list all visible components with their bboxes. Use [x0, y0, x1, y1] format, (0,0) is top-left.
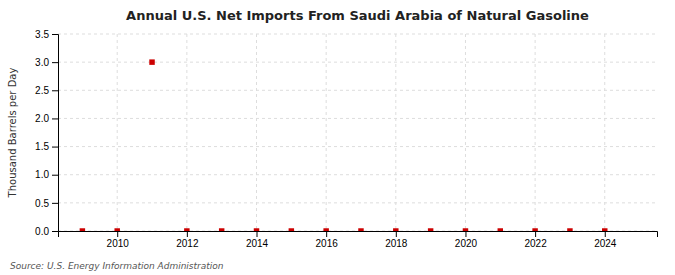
title: Annual U.S. Net Imports From Saudi Arabi…	[126, 8, 589, 23]
y-tick: 0.5	[35, 198, 58, 209]
grid-line	[58, 174, 657, 175]
x-tick-mark	[396, 231, 397, 237]
grid-line	[535, 34, 536, 231]
chart: 2010 2012 2014 2016 2018 2020 2022 2024 0.0 0.5 1.…	[0, 0, 675, 275]
y-tick: 0.0	[35, 226, 58, 237]
point	[602, 228, 607, 231]
y-tick-mark	[52, 118, 58, 119]
x-tick-mark	[187, 231, 188, 237]
grid-line	[58, 62, 657, 63]
x-tick-label: 2010	[107, 238, 130, 249]
x-tick: 2010	[107, 231, 130, 249]
point	[323, 228, 328, 231]
y-tick-label: 2.5	[35, 85, 49, 96]
x-tick-label: 2020	[455, 238, 478, 249]
y-tick: 2.0	[35, 113, 58, 124]
x-tick-mark	[535, 231, 536, 237]
point	[428, 228, 433, 231]
y-tick: 1.5	[35, 141, 58, 152]
point	[463, 228, 468, 231]
x-tick: 2014	[246, 231, 269, 249]
x-tick-mark	[465, 231, 466, 237]
x-tick-label: 2016	[316, 238, 339, 249]
y-tick-label: 0.5	[35, 198, 49, 209]
x-axis-line	[59, 232, 658, 238]
grid-line	[465, 34, 466, 231]
y-axis: 0.0 0.5 1.0 1.5 2.0 2.5 3.0 3.5	[35, 29, 58, 237]
x-tick: 2018	[385, 231, 408, 249]
grid-line	[58, 118, 657, 119]
grid-line	[58, 34, 657, 35]
x-tick: 2016	[316, 231, 339, 249]
grid-line	[256, 34, 257, 231]
point	[498, 228, 503, 231]
y-tick-mark	[52, 175, 58, 176]
y-tick: 2.5	[35, 85, 58, 96]
x-tick-label: 2018	[385, 238, 408, 249]
marks	[80, 59, 608, 231]
x-tick-label: 2012	[176, 238, 199, 249]
y-tick-mark	[52, 62, 58, 63]
y-tick: 3.5	[35, 29, 58, 40]
x-tick-label: 2024	[594, 238, 617, 249]
x-tick: 2012	[176, 231, 199, 249]
x-tick-mark	[605, 231, 606, 237]
x-tick-label: 2022	[524, 238, 547, 249]
point	[254, 228, 259, 231]
y-tick-mark	[52, 203, 58, 204]
y-tick-label: 2.0	[35, 113, 49, 124]
x-tick-label: 2014	[246, 238, 269, 249]
y-tick-mark	[52, 147, 58, 148]
point	[114, 228, 119, 231]
plot: 2010 2012 2014 2016 2018 2020 2022 2024 0.0 0.5 1.…	[35, 29, 657, 249]
annotation: Source: U.S. Energy Information Administ…	[10, 261, 224, 271]
point	[393, 228, 398, 231]
grid-line	[58, 146, 657, 147]
x-tick: 2024	[594, 231, 617, 249]
grid-line	[395, 34, 396, 231]
y-tick-label: 0.0	[35, 226, 49, 237]
y-tick-mark	[52, 90, 58, 91]
x-axis: 2010 2012 2014 2016 2018 2020 2022 2024	[59, 231, 658, 249]
y-axis-line	[52, 35, 59, 232]
point	[567, 228, 572, 231]
grid-line	[604, 34, 605, 231]
y-tick: 1.0	[35, 169, 58, 180]
y-tick: 3.0	[35, 57, 58, 68]
y-tick-mark	[52, 34, 58, 35]
point	[532, 228, 537, 231]
x-tick-mark	[117, 231, 118, 237]
x-tick-mark	[257, 231, 258, 237]
grid-line	[58, 90, 657, 91]
y-tick-mark	[52, 231, 58, 232]
x-tick-mark	[326, 231, 327, 237]
grid-line	[58, 202, 657, 203]
y-tick-label: 3.0	[35, 57, 49, 68]
point	[184, 228, 189, 231]
y-axis-title: Thousand Barrels per Day	[7, 68, 18, 199]
x-tick: 2022	[524, 231, 547, 249]
point	[219, 228, 224, 231]
point	[358, 228, 363, 231]
y-tick-label: 3.5	[35, 29, 49, 40]
grid	[58, 34, 657, 231]
x-tick: 2020	[455, 231, 478, 249]
point	[80, 228, 85, 231]
grid-line	[326, 34, 327, 231]
y-tick-label: 1.0	[35, 169, 49, 180]
y-tick-label: 1.5	[35, 141, 49, 152]
point	[289, 228, 294, 231]
grid-line	[186, 34, 187, 231]
grid-line	[117, 34, 118, 231]
point	[149, 59, 154, 64]
